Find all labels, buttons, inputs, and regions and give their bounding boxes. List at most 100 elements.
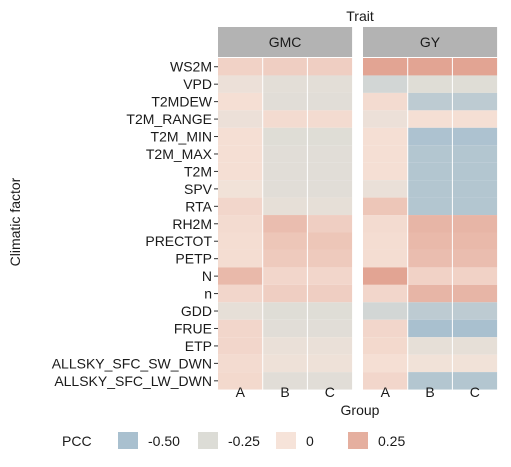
cell-gmc-t2m_min-b <box>262 127 308 146</box>
y-tick-label: SPV <box>184 181 213 197</box>
cell-gy-rta-b <box>407 197 453 216</box>
cell-gmc-t2m_range-a <box>218 110 263 128</box>
cell-gmc-petp-c <box>307 249 353 268</box>
cell-gy-ws2m-c <box>452 58 498 76</box>
cell-gy-t2m_min-b <box>407 127 453 146</box>
cell-gy-n-a <box>363 284 408 303</box>
cell-gmc-t2m_min-c <box>307 127 353 146</box>
cell-gmc-t2m_max-c <box>307 145 353 163</box>
y-tick-label: ALLSKY_SFC_SW_DWN <box>52 355 212 371</box>
cell-gmc-t2m-b <box>262 162 308 181</box>
cell-gy-gdd-b <box>407 302 453 320</box>
cell-gy-gdd-a <box>363 302 408 320</box>
y-tick-label: WS2M <box>170 59 212 75</box>
legend-label: -0.25 <box>228 433 260 449</box>
cell-gy-t2m_max-b <box>407 145 453 163</box>
cell-gmc-t2m_max-b <box>262 145 308 163</box>
y-tick-label: FRUE <box>174 320 212 336</box>
cell-gy-rh2m-a <box>363 215 408 233</box>
facet-label-gy: GY <box>420 34 441 50</box>
x-tick-label-gmc-b: B <box>280 384 289 400</box>
cell-gmc-spv-c <box>307 180 353 198</box>
cell-gy-ws2m-b <box>407 58 453 76</box>
cell-gmc-etp-a <box>218 337 263 355</box>
legend-label: 0 <box>306 433 314 449</box>
cell-gmc-frue-c <box>307 319 353 338</box>
cell-gmc-spv-a <box>218 180 263 198</box>
x-axis-title: Group <box>341 402 380 418</box>
cell-gmc-allsky_sfc_sw_dwn-c <box>307 354 353 373</box>
cell-gy-t2m_max-a <box>363 145 408 163</box>
cell-gy-n-a <box>363 267 408 285</box>
cell-gy-vpd-c <box>452 75 498 93</box>
y-tick-label: PRECTOT <box>145 233 212 249</box>
cell-gmc-n-a <box>218 284 263 303</box>
y-tick-label: PETP <box>175 251 212 267</box>
y-tick-label: T2M_RANGE <box>126 111 212 127</box>
cell-gmc-vpd-c <box>307 75 353 93</box>
cell-gy-allsky_sfc_lw_dwn-b <box>407 372 453 390</box>
cell-gmc-allsky_sfc_sw_dwn-a <box>218 354 263 373</box>
cell-gmc-rta-b <box>262 197 308 216</box>
cell-gy-rh2m-c <box>452 215 498 233</box>
legend-swatch <box>348 432 368 449</box>
cell-gy-vpd-b <box>407 75 453 93</box>
cell-gy-t2m_range-b <box>407 110 453 128</box>
facet-title: Trait <box>346 8 374 24</box>
cell-gmc-prectot-b <box>262 232 308 250</box>
cell-gmc-etp-b <box>262 337 308 355</box>
cell-gy-spv-a <box>363 180 408 198</box>
facet-label-gmc: GMC <box>269 34 302 50</box>
legend-swatch <box>118 432 138 449</box>
cell-gy-n-b <box>407 284 453 303</box>
cell-gmc-rh2m-c <box>307 215 353 233</box>
cell-gmc-t2m_min-a <box>218 127 263 146</box>
y-tick-label: RTA <box>185 198 212 214</box>
cell-gy-gdd-c <box>452 302 498 320</box>
cell-gmc-n-c <box>307 267 353 285</box>
cell-gmc-vpd-b <box>262 75 308 93</box>
cell-gy-allsky_sfc_lw_dwn-c <box>452 372 498 390</box>
y-tick-label: VPD <box>183 76 212 92</box>
cell-gy-spv-b <box>407 180 453 198</box>
cell-gmc-t2mdew-a <box>218 92 263 111</box>
cell-gmc-prectot-c <box>307 232 353 250</box>
cell-gmc-t2m_range-b <box>262 110 308 128</box>
cell-gmc-allsky_sfc_lw_dwn-c <box>307 372 353 390</box>
cell-gmc-frue-a <box>218 319 263 338</box>
legend-swatch <box>276 432 296 449</box>
cell-gy-rta-c <box>452 197 498 216</box>
cell-gmc-ws2m-c <box>307 58 353 76</box>
cell-gy-t2m_range-a <box>363 110 408 128</box>
cell-gy-t2mdew-b <box>407 92 453 111</box>
cell-gy-t2m_range-c <box>452 110 498 128</box>
cell-gmc-frue-b <box>262 319 308 338</box>
cell-gy-allsky_sfc_sw_dwn-a <box>363 354 408 373</box>
cell-gmc-gdd-a <box>218 302 263 320</box>
legend-title: PCC <box>62 433 92 449</box>
cell-gy-prectot-c <box>452 232 498 250</box>
cell-gy-rta-a <box>363 197 408 216</box>
cell-gmc-n-b <box>262 267 308 285</box>
y-tick-label: RH2M <box>172 216 212 232</box>
cell-gy-allsky_sfc_lw_dwn-a <box>363 372 408 390</box>
cell-gy-t2m-c <box>452 162 498 181</box>
y-tick-label: T2M <box>184 163 212 179</box>
cell-gy-frue-a <box>363 319 408 338</box>
x-tick-label-gmc-c: C <box>325 384 335 400</box>
y-tick-label: T2MDEW <box>151 94 212 110</box>
cell-gy-vpd-a <box>363 75 408 93</box>
cell-gy-t2m-b <box>407 162 453 181</box>
facet-strip-gmc <box>218 27 353 57</box>
y-tick-label: ALLSKY_SFC_LW_DWN <box>54 373 212 389</box>
y-tick-label: T2M_MAX <box>146 146 213 162</box>
cell-gy-spv-c <box>452 180 498 198</box>
cell-gmc-gdd-c <box>307 302 353 320</box>
cell-gmc-n-c <box>307 284 353 303</box>
panel-gy: GY A B C <box>363 27 498 400</box>
x-tick-label-gy-b: B <box>425 384 434 400</box>
cell-gmc-rh2m-a <box>218 215 263 233</box>
cell-gy-t2mdew-c <box>452 92 498 111</box>
y-tick-label: n <box>204 286 212 302</box>
cell-gmc-rta-c <box>307 197 353 216</box>
